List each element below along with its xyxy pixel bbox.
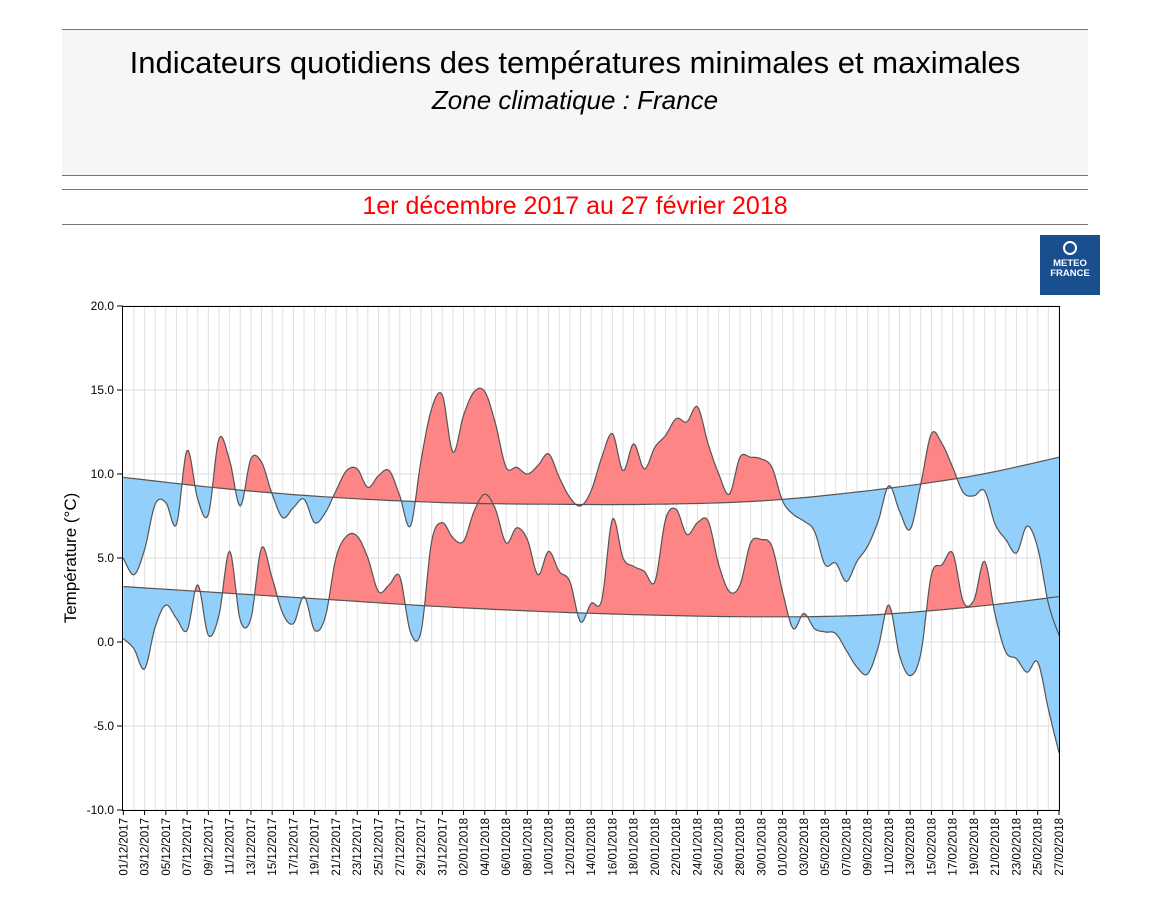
y-axis-label: Température (°C) <box>61 493 80 624</box>
x-tick-label: 10/01/2018 <box>544 818 556 876</box>
x-tick-label: 27/02/2018 <box>1054 818 1066 876</box>
x-tick-label: 24/01/2018 <box>692 818 704 876</box>
x-tick-label: 03/12/2017 <box>140 818 152 876</box>
x-tick-label: 05/12/2017 <box>161 818 173 876</box>
x-tick-label: 04/01/2018 <box>480 818 492 876</box>
tmin-line <box>122 493 1060 754</box>
y-axis: -10.0 -5.0 0.0 5.0 10.0 15.0 20.0 <box>87 299 123 817</box>
x-tick-label: 28/01/2018 <box>735 818 747 876</box>
y-tick-label: -10.0 <box>87 803 115 817</box>
meteo-france-logo: METEO FRANCE <box>1040 235 1100 295</box>
x-tick-label: 26/01/2018 <box>714 818 726 876</box>
y-tick-label: 5.0 <box>97 551 114 565</box>
x-tick-label: 03/02/2018 <box>799 818 811 876</box>
chart-subtitle: Zone climatique : France <box>431 85 719 115</box>
x-tick-label: 14/01/2018 <box>586 818 598 876</box>
x-tick-label: 07/02/2018 <box>841 818 853 876</box>
x-tick-label: 21/02/2018 <box>990 818 1002 876</box>
x-tick-label: 23/12/2017 <box>352 818 364 876</box>
x-tick-label: 29/12/2017 <box>416 818 428 876</box>
tmax-below-normal-area <box>123 457 1059 636</box>
y-tick-label: 10.0 <box>91 467 115 481</box>
x-tick-label: 05/02/2018 <box>820 818 832 876</box>
x-axis: 01/12/2017 03/12/2017 05/12/2017 07/12/2017… <box>118 810 1066 876</box>
x-tick-label: 08/01/2018 <box>522 818 534 876</box>
x-tick-label: 19/12/2017 <box>310 818 322 876</box>
x-tick-label: 19/02/2018 <box>969 818 981 876</box>
x-tick-label: 07/12/2017 <box>182 818 194 876</box>
y-tick-label: 20.0 <box>91 299 115 313</box>
chart-title: Indicateurs quotidiens des températures … <box>129 45 1021 80</box>
y-tick-label: 15.0 <box>91 383 115 397</box>
period-label: 1er décembre 2017 au 27 février 2018 <box>62 189 1088 225</box>
y-tick-label: 0.0 <box>97 635 114 649</box>
x-tick-label: 13/12/2017 <box>246 818 258 876</box>
tmax_normal-line <box>123 456 1060 506</box>
logo-text-1: METEO <box>1053 258 1087 269</box>
x-tick-label: 13/02/2018 <box>905 818 917 876</box>
x-tick-label: 18/01/2018 <box>629 818 641 876</box>
x-tick-label: 15/02/2018 <box>926 818 938 876</box>
x-tick-label: 17/12/2017 <box>288 818 300 876</box>
x-tick-label: 01/12/2017 <box>118 818 130 876</box>
x-tick-label: 09/12/2017 <box>203 818 215 876</box>
x-tick-label: 31/12/2017 <box>437 818 449 876</box>
x-tick-label: 09/02/2018 <box>863 818 875 876</box>
tmin-above-normal-area <box>123 494 1059 617</box>
x-tick-label: 15/12/2017 <box>267 818 279 876</box>
tmax-line <box>122 387 1060 636</box>
x-tick-label: 16/01/2018 <box>607 818 619 876</box>
x-tick-label: 11/02/2018 <box>884 818 896 875</box>
anomaly-areas <box>123 388 1059 753</box>
x-tick-label: 11/12/2017 <box>225 818 237 875</box>
x-tick-label: 02/01/2018 <box>459 818 471 876</box>
x-tick-label: 25/12/2017 <box>373 818 385 876</box>
x-tick-label: 17/02/2018 <box>948 818 960 876</box>
x-tick-label: 01/02/2018 <box>778 818 790 876</box>
series-lines <box>122 387 1060 754</box>
x-tick-label: 12/01/2018 <box>565 818 577 876</box>
x-tick-label: 25/02/2018 <box>1033 818 1045 876</box>
x-tick-label: 21/12/2017 <box>331 818 343 876</box>
x-tick-label: 22/01/2018 <box>671 818 683 876</box>
x-tick-label: 23/02/2018 <box>1011 818 1023 876</box>
logo-icon <box>1063 241 1077 255</box>
logo-text-2: FRANCE <box>1050 268 1090 279</box>
x-tick-label: 20/01/2018 <box>650 818 662 876</box>
x-tick-label: 27/12/2017 <box>395 818 407 876</box>
x-tick-label: 06/01/2018 <box>501 818 513 876</box>
tmin_normal-line <box>123 586 1060 618</box>
chart-header: Indicateurs quotidiens des températures … <box>62 29 1088 176</box>
x-tick-label: 30/01/2018 <box>756 818 768 876</box>
y-tick-label: -5.0 <box>93 719 114 733</box>
